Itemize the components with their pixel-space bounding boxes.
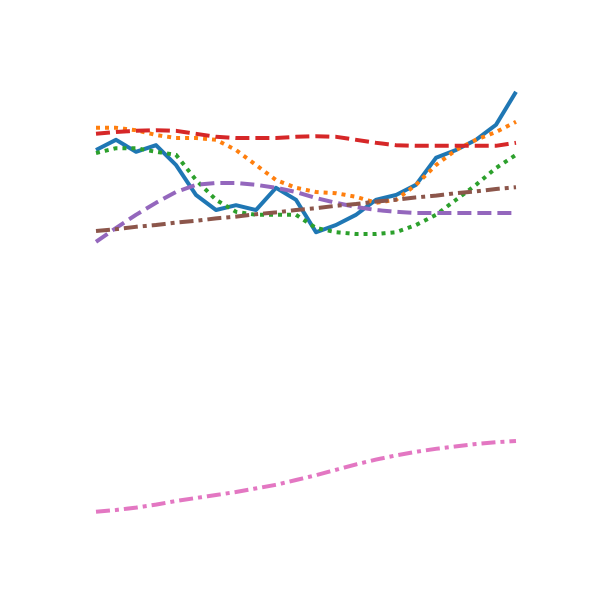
line-series: [95, 146, 518, 236]
line-series: [96, 120, 517, 205]
line-series: [95, 439, 517, 514]
line-series: [94, 181, 516, 244]
line-series: [95, 128, 517, 148]
line-series: [95, 90, 518, 235]
